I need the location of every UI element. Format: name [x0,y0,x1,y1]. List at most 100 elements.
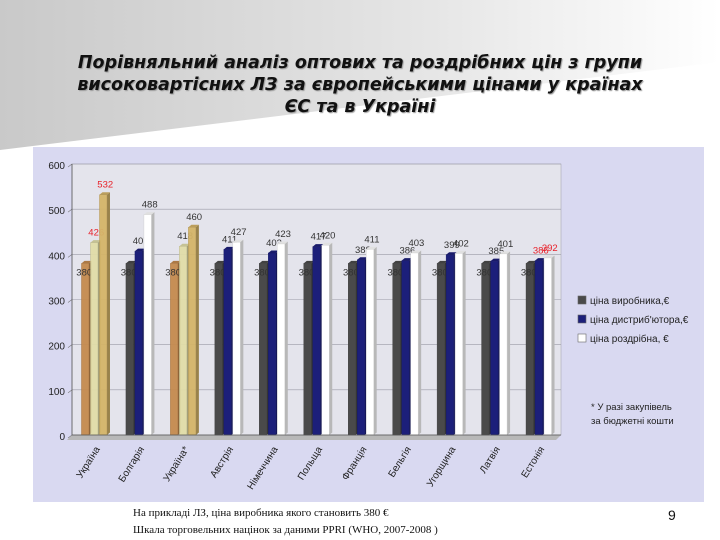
data-label: 388 [355,245,371,256]
title-line: Порівняльний аналіз оптових та роздрібни… [77,53,643,73]
legend-label: ціна виробника,€ [590,295,670,307]
bar [232,241,241,436]
page-number: 9 [668,507,676,523]
title-line: високовартісних ЛЗ за європейськими ціна… [77,75,643,95]
bar [357,259,365,436]
bar [277,243,285,436]
bar-top [392,260,404,264]
bar-top [259,260,270,264]
bar-top [303,260,315,264]
data-label: 426 [88,228,104,239]
bar-top [268,250,279,253]
bar-top [170,260,181,264]
bar [534,260,543,436]
bar [348,263,356,436]
data-label: 401 [497,239,513,250]
bar-top [366,246,377,250]
bar [90,242,99,436]
data-label: 380 [165,267,181,278]
bar-top [277,241,288,244]
data-label: 380 [254,267,270,278]
bar-top [134,248,146,252]
bar-top [81,260,92,264]
legend-swatch [577,333,587,343]
data-label: 423 [275,229,291,240]
data-label: 403 [266,238,282,249]
bar-top [437,260,448,264]
bar [81,263,90,436]
legend-label: ціна дистриб'ютора,€ [590,314,689,326]
data-label: 402 [453,238,469,249]
data-label: 380 [121,267,137,278]
bar [170,263,179,436]
bar-top [125,260,137,264]
bar-top [410,250,422,253]
bar [188,227,197,436]
gridline-depth [67,344,73,348]
data-label: 380 [343,267,359,278]
footnote-line: На прикладі ЛЗ, ціна виробника якого ста… [133,507,389,519]
data-label: 420 [320,230,336,241]
gridline-depth [67,389,73,394]
bar-side [507,251,511,435]
bar-top [232,239,244,243]
data-label: 380 [76,267,92,278]
gridline-depth [67,208,73,213]
bar [303,263,312,436]
bar [454,253,463,436]
bar-side [373,246,377,435]
bar-top [214,260,226,264]
x-tick-label: Німеччина [245,444,280,491]
bar-top [401,258,413,261]
data-label: 418 [177,231,193,242]
bar [401,260,410,436]
y-tick-label: 0 [59,432,65,443]
legend-swatch [577,314,587,324]
decorative-background-wedge [0,0,720,150]
bar [481,263,490,436]
gridline-depth [67,254,73,258]
bar [499,253,508,436]
bar-side [195,224,199,435]
bar [179,246,188,436]
bar-top [188,224,199,228]
bar-side [240,239,244,435]
annotation-text: * У разі закупівель [591,402,672,413]
data-label: 380 [521,267,537,278]
data-label: 411 [222,234,237,245]
footnote: На прикладі ЛЗ, ціна виробника якого ста… [133,505,438,539]
bar-side [151,212,155,435]
data-label: 427 [231,227,247,238]
data-label: 460 [186,212,202,223]
x-tick-label: Болгарія [117,445,147,485]
bar [134,250,143,436]
bar-top [312,244,324,247]
data-label: 411 [364,234,379,245]
bar-top [179,243,190,247]
bar-top [481,260,493,264]
bar-chart: 0 100 200 300 400 500 600 380 426 532 Україна 380 40… [48,161,689,492]
y-tick-label: 300 [48,297,65,308]
data-label: 380 [387,267,403,278]
data-label: 407 [133,236,149,247]
bar-top [544,255,555,258]
x-tick-label: Польща [296,444,325,482]
x-tick-label: Франція [340,445,369,483]
bar-side [284,241,288,435]
bar [223,249,232,436]
bar-top [348,260,359,264]
bar-side [462,250,466,435]
bar [99,194,108,436]
y-tick-label: 400 [48,251,65,262]
y-tick-label: 500 [48,206,65,217]
bar-top [143,212,155,215]
bar-side [329,242,333,435]
gridline-depth [67,434,73,439]
annotation-text: за бюджетні кошти [591,416,674,427]
bar [490,260,499,436]
bar [366,249,374,436]
data-label: 380 [299,267,315,278]
gridline-depth [67,163,73,168]
bar [312,246,321,436]
bar [392,263,401,436]
